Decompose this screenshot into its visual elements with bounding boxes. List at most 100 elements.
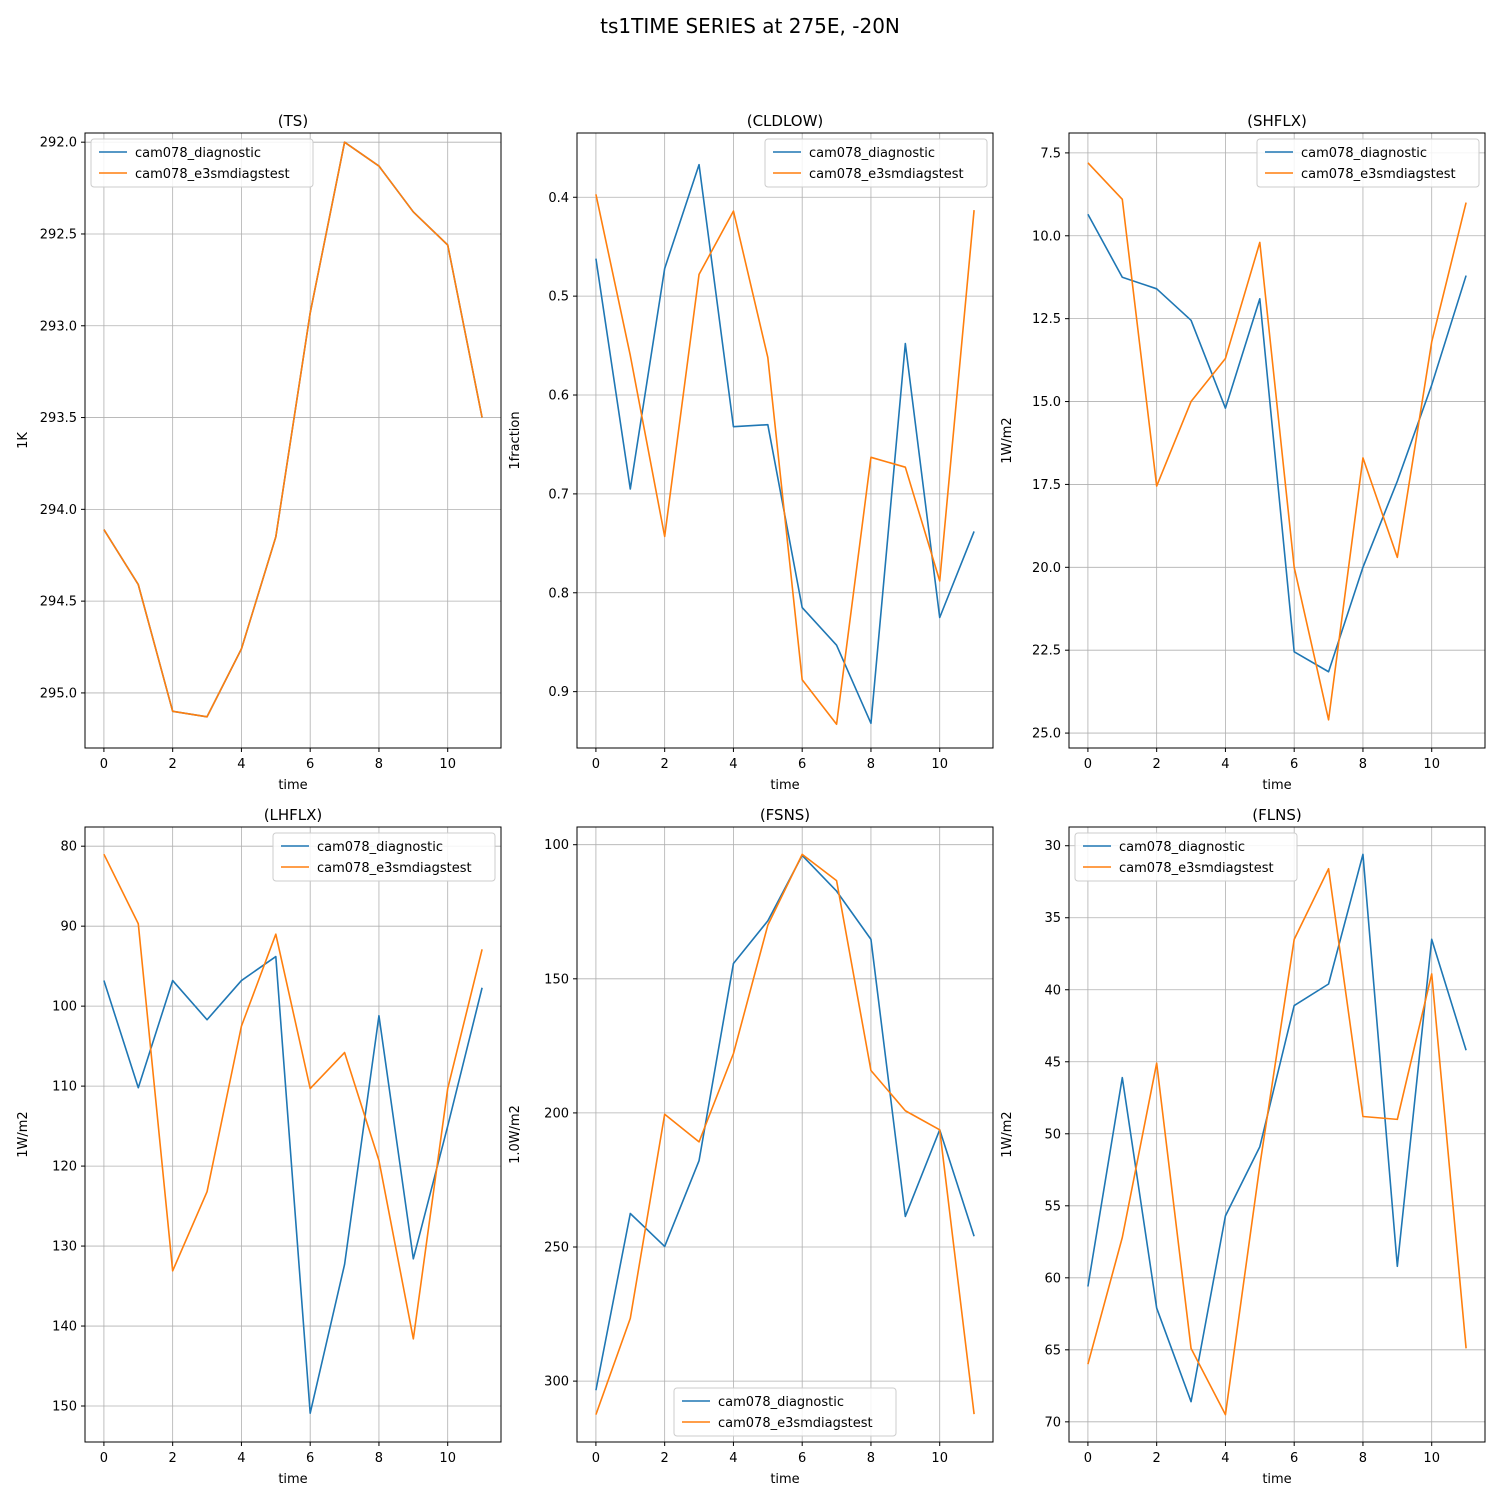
- plot-frame: [576, 826, 994, 1443]
- y-tick-label: 100: [544, 838, 569, 853]
- plot-frame: [1068, 132, 1486, 749]
- series-line-cam078_e3smdiagstest: [103, 853, 483, 1340]
- x-tick-label: 4: [237, 1451, 245, 1466]
- y-tick-label: 0.8: [548, 586, 569, 601]
- x-tick-label: 10: [1423, 757, 1440, 772]
- y-tick-label: 0.6: [548, 389, 569, 404]
- y-tick-label: 294.5: [40, 595, 77, 610]
- y-tick-label: 200: [544, 1106, 569, 1121]
- x-tick-label: 2: [1153, 757, 1161, 772]
- series-line-cam078_e3smdiagstest: [1087, 867, 1467, 1416]
- x-tick-label: 0: [1084, 1451, 1092, 1466]
- legend-label: cam078_diagnostic: [718, 1395, 844, 1410]
- legend-label: cam078_diagnostic: [317, 840, 443, 855]
- subplot-title: (CLDLOW): [747, 112, 824, 130]
- y-tick-label: 15.0: [1032, 395, 1061, 410]
- legend-label: cam078_e3smdiagstest: [718, 1416, 873, 1431]
- y-tick-label: 65: [1044, 1343, 1061, 1358]
- x-axis-label: time: [278, 1472, 307, 1487]
- y-tick-label: 292.5: [40, 227, 77, 242]
- y-tick-label: 30: [1044, 839, 1061, 854]
- x-tick-label: 6: [1290, 1451, 1298, 1466]
- legend-label: cam078_diagnostic: [809, 146, 935, 161]
- x-tick-label: 0: [592, 757, 600, 772]
- y-tick-label: 50: [1044, 1127, 1061, 1142]
- legend: cam078_diagnostic cam078_e3smdiagstest: [673, 1387, 897, 1437]
- subplot-2: 0 2 4 6 8 10 0.4 0.5 0.6 0.7 0.8 0.9 (CLDLOW) time 1fr…: [508, 112, 994, 793]
- x-tick-label: 10: [931, 757, 948, 772]
- y-tick-label: 45: [1044, 1055, 1061, 1070]
- y-tick-label: 130: [52, 1240, 77, 1255]
- x-axis-label: time: [278, 778, 307, 793]
- x-tick-label: 10: [1423, 1451, 1440, 1466]
- series-line-cam078_diagnostic: [595, 854, 975, 1391]
- x-axis-label: time: [770, 1472, 799, 1487]
- y-tick-label: 300: [544, 1375, 569, 1390]
- x-tick-label: 2: [661, 757, 669, 772]
- x-tick-label: 2: [661, 1451, 669, 1466]
- series-line-cam078_e3smdiagstest: [1087, 162, 1467, 721]
- plot-frame: [84, 826, 502, 1443]
- y-tick-label: 25.0: [1032, 727, 1061, 742]
- x-axis-label: time: [1262, 1472, 1291, 1487]
- x-tick-label: 2: [169, 757, 177, 772]
- y-axis-label: 1.0W/m2: [508, 1105, 523, 1164]
- y-tick-label: 55: [1044, 1199, 1061, 1214]
- x-tick-label: 6: [1290, 757, 1298, 772]
- y-tick-label: 294.0: [40, 503, 77, 518]
- legend-label: cam078_e3smdiagstest: [1119, 861, 1274, 876]
- legend-label: cam078_e3smdiagstest: [1301, 167, 1456, 182]
- x-tick-label: 8: [375, 1451, 383, 1466]
- plot-frame: [84, 132, 502, 749]
- x-tick-label: 4: [1221, 757, 1229, 772]
- subplot-title: (TS): [278, 112, 308, 130]
- x-axis-label: time: [770, 778, 799, 793]
- legend: cam078_diagnostic cam078_e3smdiagstest: [90, 138, 314, 188]
- y-tick-label: 70: [1044, 1415, 1061, 1430]
- y-tick-label: 292.0: [40, 136, 77, 151]
- y-tick-label: 110: [52, 1080, 77, 1095]
- x-tick-label: 8: [867, 1451, 875, 1466]
- subplot-5: 0 2 4 6 8 10 100 150 200 250 300 (FSNS) time 1.0W/m2 c…: [508, 806, 994, 1487]
- y-tick-label: 250: [544, 1241, 569, 1256]
- x-tick-label: 2: [169, 1451, 177, 1466]
- subplot-title: (FSNS): [760, 806, 810, 824]
- legend-label: cam078_e3smdiagstest: [135, 167, 290, 182]
- y-axis-label: 1W/m2: [1000, 417, 1015, 463]
- x-tick-label: 0: [1084, 757, 1092, 772]
- legend-box: [1256, 138, 1480, 188]
- y-tick-label: 20.0: [1032, 561, 1061, 576]
- legend-label: cam078_e3smdiagstest: [317, 861, 472, 876]
- figure-title: ts1TIME SERIES at 275E, -20N: [600, 14, 900, 38]
- y-tick-label: 7.5: [1040, 146, 1061, 161]
- x-tick-label: 8: [375, 757, 383, 772]
- series-line-cam078_diagnostic: [1087, 853, 1467, 1403]
- legend-label: cam078_diagnostic: [135, 146, 261, 161]
- y-tick-label: 293.0: [40, 319, 77, 334]
- legend-label: cam078_diagnostic: [1301, 146, 1427, 161]
- plot-frame: [1068, 826, 1486, 1443]
- subplot-4: 0 2 4 6 8 10 80 90 100 110 120 130 140 150 (LHFLX) time…: [16, 806, 502, 1487]
- subplot-title: (LHFLX): [264, 806, 323, 824]
- subplot-6: 0 2 4 6 8 10 30 35 40 45 50 55 60 65 70 (FLNS) time 1W/m2…: [1000, 806, 1486, 1487]
- y-tick-label: 120: [52, 1160, 77, 1175]
- y-tick-label: 40: [1044, 983, 1061, 998]
- y-axis-label: 1K: [16, 432, 31, 449]
- x-tick-label: 10: [439, 757, 456, 772]
- x-tick-label: 6: [798, 757, 806, 772]
- x-tick-label: 4: [729, 757, 737, 772]
- y-tick-label: 12.5: [1032, 312, 1061, 327]
- x-tick-label: 6: [306, 1451, 314, 1466]
- series-line-cam078_diagnostic: [595, 163, 975, 725]
- legend: cam078_diagnostic cam078_e3smdiagstest: [1074, 832, 1298, 882]
- y-tick-label: 100: [52, 1000, 77, 1015]
- y-tick-label: 0.5: [548, 290, 569, 305]
- legend-box: [764, 138, 988, 188]
- y-tick-label: 140: [52, 1320, 77, 1335]
- y-axis-label: 1fraction: [508, 411, 523, 469]
- y-tick-label: 0.9: [548, 685, 569, 700]
- y-tick-label: 17.5: [1032, 478, 1061, 493]
- y-tick-label: 22.5: [1032, 644, 1061, 659]
- legend: cam078_diagnostic cam078_e3smdiagstest: [272, 832, 496, 882]
